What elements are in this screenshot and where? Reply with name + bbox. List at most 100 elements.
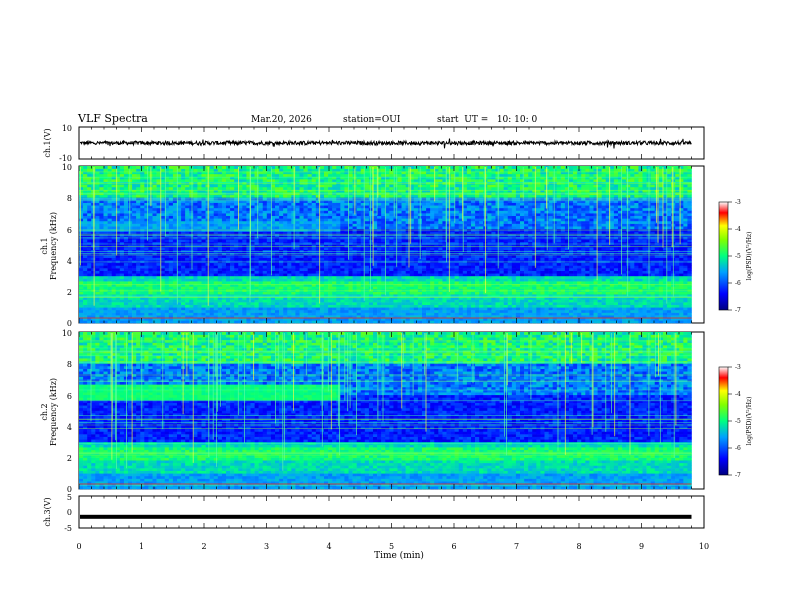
spectrogram-cell: [364, 302, 370, 305]
spectrogram-cell: [160, 288, 166, 292]
spectrogram-cell: [111, 220, 117, 224]
spectrogram-cell: [189, 249, 194, 253]
spectrogram-cell: [393, 184, 398, 188]
spectrogram-cell: [266, 171, 272, 175]
spectrogram-cell: [364, 299, 370, 303]
spectrogram-cell: [148, 286, 153, 290]
spectrogram-cell: [266, 220, 272, 224]
spectrogram-cell: [87, 317, 92, 321]
spectrogram-cell: [389, 213, 394, 217]
spectrogram-cell: [79, 173, 84, 177]
spectrogram-cell: [254, 317, 259, 321]
spectrogram-cell: [152, 291, 157, 295]
spectrogram-cell: [185, 244, 190, 248]
spectrogram-cell: [270, 320, 276, 324]
spectrogram-cell: [185, 315, 190, 319]
spectrogram-cell: [156, 176, 161, 180]
spectrogram-cell: [360, 179, 366, 182]
spectrogram-cell: [87, 218, 92, 222]
spectrogram-cell: [217, 244, 223, 248]
spectrogram-cell: [328, 176, 333, 180]
spectrogram-cell: [160, 304, 166, 308]
spectrogram-cell: [258, 179, 264, 182]
spectrogram-cell: [319, 168, 325, 172]
spectrogram-cell: [279, 207, 284, 211]
spectrogram-cell: [381, 283, 386, 287]
spectrogram-cell: [123, 275, 129, 279]
spectrogram-cell: [295, 215, 300, 219]
spectrogram-cell: [123, 173, 129, 177]
spectrogram-cell: [140, 202, 145, 206]
spectrogram-cell: [217, 171, 223, 175]
spectrogram-cell: [164, 252, 170, 256]
spectrogram-cell: [156, 231, 161, 235]
spectrogram-cell: [397, 273, 402, 277]
spectrogram-cell: [230, 220, 235, 224]
spectrogram-cell: [344, 320, 349, 324]
spectrogram-cell: [168, 218, 174, 222]
spectrogram-cell: [226, 215, 231, 219]
spectrogram-cell: [287, 207, 292, 211]
spectrogram-cell: [356, 220, 362, 224]
spectrogram-cell: [95, 220, 100, 224]
spectrogram-cell: [291, 205, 296, 209]
spectrogram-cell: [83, 254, 88, 258]
spectrogram-cell: [168, 213, 174, 217]
spectrogram-cell: [356, 307, 362, 311]
spectrogram-cell: [336, 270, 341, 274]
spectrogram-cell: [87, 304, 92, 308]
spectrogram-cell: [197, 283, 202, 287]
spectrogram-cell: [201, 231, 206, 235]
spectrogram-cell: [168, 166, 174, 169]
spectrogram-cell: [405, 166, 411, 169]
spectrogram-cell: [213, 215, 219, 219]
spectrogram-cell: [213, 283, 219, 287]
spectrogram-cell: [168, 262, 174, 266]
spectrogram-cell: [119, 173, 125, 177]
spectrogram-cell: [328, 257, 333, 261]
spectrogram-cell: [136, 278, 141, 282]
spectrogram-cell: [385, 315, 390, 319]
spectrogram-cell: [262, 278, 268, 282]
spectrogram-cell: [234, 244, 239, 248]
spectrogram-cell: [373, 304, 378, 308]
spectrogram-cell: [287, 220, 292, 224]
spectrogram-cell: [262, 205, 268, 209]
spectrogram-cell: [377, 309, 382, 313]
spectrogram-cell: [275, 320, 280, 324]
spectrogram-cell: [340, 275, 345, 279]
spectrogram-cell: [368, 286, 374, 290]
spectrogram-cell: [107, 312, 112, 316]
spectrogram-cell: [119, 254, 125, 258]
spectrogram-cell: [348, 173, 353, 177]
spectrogram-cell: [148, 239, 153, 243]
spectrogram-cell: [266, 283, 272, 287]
spectrogram-cell: [279, 200, 284, 203]
spectrogram-cell: [364, 262, 370, 266]
spectrogram-cell: [393, 247, 398, 251]
spectrogram-cell: [79, 296, 84, 300]
spectrogram-cell: [209, 252, 215, 256]
spectrogram-cell: [246, 288, 251, 292]
spectrogram-cell: [79, 186, 84, 190]
spectrogram-cell: [132, 320, 137, 324]
spectrogram-cell: [393, 202, 398, 206]
spectrogram-cell: [283, 168, 288, 172]
spectrogram-cell: [315, 270, 321, 274]
spectrogram-cell: [79, 200, 84, 203]
spectrogram-cell: [250, 299, 255, 303]
spectrogram-cell: [209, 275, 215, 279]
spectrogram-cell: [217, 220, 223, 224]
spectrogram-cell: [217, 265, 223, 269]
spectrogram-cell: [344, 173, 349, 177]
spectrogram-cell: [140, 241, 145, 245]
spectrogram-cell: [197, 226, 202, 230]
spectrogram-cell: [381, 286, 386, 290]
spectrogram-cell: [262, 312, 268, 316]
spectrogram-cell: [152, 265, 157, 269]
spectrogram-cell: [128, 257, 133, 261]
spectrogram-cell: [311, 241, 317, 245]
spectrogram-cell: [221, 275, 227, 279]
spectrogram-cell: [311, 202, 317, 206]
spectrogram-cell: [373, 179, 378, 182]
